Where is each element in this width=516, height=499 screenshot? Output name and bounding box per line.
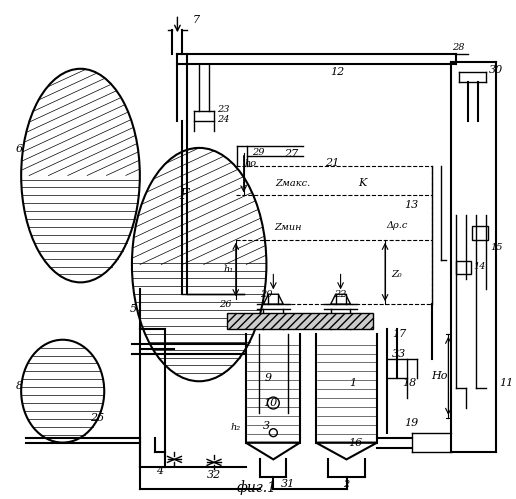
Text: h₁: h₁: [224, 265, 234, 274]
Bar: [472, 226, 488, 240]
Text: 22: 22: [334, 290, 347, 299]
Text: 31: 31: [281, 479, 295, 489]
Text: фиг.1: фиг.1: [236, 480, 277, 495]
Text: 27: 27: [284, 149, 298, 159]
Text: Zмин: Zмин: [275, 224, 302, 233]
Polygon shape: [264, 294, 283, 304]
Text: 15: 15: [490, 244, 503, 252]
Text: 19: 19: [405, 418, 419, 428]
Text: 26: 26: [219, 299, 231, 308]
Text: 4: 4: [156, 466, 163, 476]
Ellipse shape: [21, 69, 140, 282]
Text: 2: 2: [343, 480, 350, 489]
Text: 29: 29: [252, 148, 264, 157]
Text: 28: 28: [452, 42, 464, 51]
Ellipse shape: [132, 148, 266, 381]
Text: Ho: Ho: [431, 371, 448, 381]
Text: 8: 8: [15, 381, 23, 391]
Text: 24: 24: [217, 115, 230, 124]
Polygon shape: [331, 294, 350, 304]
Polygon shape: [246, 443, 300, 460]
Circle shape: [269, 429, 277, 437]
Text: 10: 10: [263, 398, 278, 408]
Text: 17: 17: [392, 329, 406, 339]
Text: 16: 16: [348, 438, 363, 448]
Text: 1: 1: [349, 378, 356, 388]
Bar: [236, 166, 431, 304]
Circle shape: [267, 397, 279, 409]
Text: 5: 5: [130, 304, 136, 314]
Text: 21: 21: [326, 158, 340, 168]
Polygon shape: [316, 443, 377, 460]
Text: K: K: [358, 179, 366, 189]
Text: 33: 33: [392, 349, 406, 359]
Text: 14: 14: [473, 262, 486, 271]
Text: ho: ho: [245, 159, 256, 168]
Ellipse shape: [21, 340, 104, 443]
Bar: [227, 313, 373, 329]
Text: 18: 18: [402, 378, 416, 388]
Text: Z₀: Z₀: [391, 270, 401, 279]
Text: 13: 13: [405, 200, 419, 210]
Text: 23: 23: [217, 105, 230, 114]
Text: 3: 3: [263, 421, 270, 431]
Text: 30: 30: [489, 65, 503, 75]
Bar: [456, 260, 471, 274]
Text: 12: 12: [330, 67, 345, 77]
Text: F: F: [180, 188, 189, 203]
Text: 9: 9: [265, 373, 272, 383]
Text: h₂: h₂: [231, 423, 241, 432]
Text: Zмакс.: Zмакс.: [276, 179, 311, 188]
Text: 6: 6: [15, 144, 23, 154]
Text: 25: 25: [90, 413, 104, 423]
Text: 7: 7: [192, 15, 199, 25]
Text: 11: 11: [499, 378, 513, 388]
Text: 32: 32: [207, 470, 221, 480]
Text: Δρ.c: Δρ.c: [386, 221, 408, 230]
Text: 20: 20: [260, 290, 272, 299]
